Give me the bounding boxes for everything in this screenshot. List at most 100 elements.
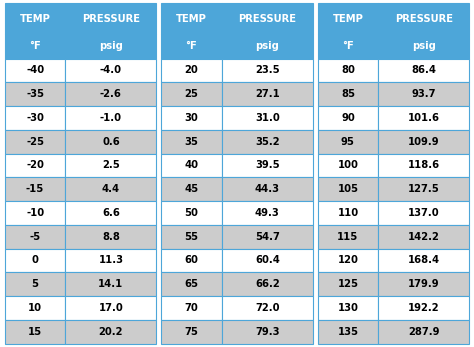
Bar [161,3,222,34]
Bar [318,82,378,106]
Text: 75: 75 [184,327,199,337]
Text: 6.6: 6.6 [102,208,120,218]
Text: 95: 95 [341,137,355,147]
Text: TEMP: TEMP [332,14,364,24]
Bar [5,34,65,59]
Text: 0: 0 [32,255,38,265]
Text: psig: psig [99,41,123,51]
Bar [161,34,222,59]
Bar [5,248,65,272]
Text: 23.5: 23.5 [255,66,280,75]
Bar [378,154,469,177]
Bar [222,201,313,225]
Bar [5,296,65,320]
Text: 45: 45 [184,184,199,194]
Text: 109.9: 109.9 [408,137,439,147]
Text: 27.1: 27.1 [255,89,280,99]
Text: 90: 90 [341,113,355,123]
Bar [318,106,378,130]
Bar [65,201,156,225]
Bar [65,320,156,344]
Text: 60: 60 [184,255,199,265]
Text: 135: 135 [337,327,358,337]
Bar [222,3,313,34]
Text: 120: 120 [337,255,358,265]
Bar [222,106,313,130]
Text: -2.6: -2.6 [100,89,122,99]
Bar [318,130,378,154]
Text: -35: -35 [26,89,44,99]
Text: -25: -25 [26,137,44,147]
Bar [65,82,156,106]
Bar [222,154,313,177]
Text: 35: 35 [184,137,199,147]
Text: 101.6: 101.6 [408,113,440,123]
Text: °F: °F [29,41,41,51]
Bar [222,82,313,106]
Text: -40: -40 [26,66,44,75]
Text: -1.0: -1.0 [100,113,122,123]
Text: 72.0: 72.0 [255,303,280,313]
Bar [378,34,469,59]
Bar [65,3,156,34]
Bar [222,177,313,201]
Bar [161,59,222,82]
Bar [222,34,313,59]
Text: 110: 110 [337,208,358,218]
Bar [318,34,378,59]
Bar [318,225,378,248]
Bar [222,296,313,320]
Text: 4.4: 4.4 [102,184,120,194]
Bar [222,272,313,296]
Text: 14.1: 14.1 [98,279,124,289]
Text: -30: -30 [26,113,44,123]
Bar [65,59,156,82]
Bar [378,320,469,344]
Bar [5,154,65,177]
Bar [5,106,65,130]
Text: 44.3: 44.3 [255,184,280,194]
Text: 105: 105 [337,184,358,194]
Bar [161,130,222,154]
Bar [5,177,65,201]
Text: 100: 100 [337,160,358,170]
Bar [161,320,222,344]
Text: 25: 25 [184,89,199,99]
Text: 179.9: 179.9 [408,279,439,289]
Bar [5,272,65,296]
Bar [161,82,222,106]
Text: 127.5: 127.5 [408,184,439,194]
Text: 31.0: 31.0 [255,113,280,123]
Text: 55: 55 [184,232,199,242]
Bar [161,106,222,130]
Bar [318,177,378,201]
Text: °F: °F [186,41,197,51]
Bar [65,177,156,201]
Bar [222,130,313,154]
Text: °F: °F [342,41,354,51]
Text: psig: psig [255,41,279,51]
Bar [318,154,378,177]
Bar [378,272,469,296]
Bar [222,225,313,248]
Text: 20.2: 20.2 [99,327,123,337]
Text: PRESSURE: PRESSURE [238,14,296,24]
Text: TEMP: TEMP [19,14,51,24]
Bar [65,225,156,248]
Text: 93.7: 93.7 [411,89,436,99]
Bar [318,201,378,225]
Text: 50: 50 [184,208,199,218]
Text: 85: 85 [341,89,355,99]
Bar [318,272,378,296]
Text: -4.0: -4.0 [100,66,122,75]
Bar [5,3,65,34]
Text: 39.5: 39.5 [255,160,280,170]
Text: 35.2: 35.2 [255,137,280,147]
Bar [65,272,156,296]
Bar [378,130,469,154]
Bar [65,296,156,320]
Text: 168.4: 168.4 [408,255,440,265]
Text: -5: -5 [29,232,41,242]
Text: 80: 80 [341,66,355,75]
Bar [161,177,222,201]
